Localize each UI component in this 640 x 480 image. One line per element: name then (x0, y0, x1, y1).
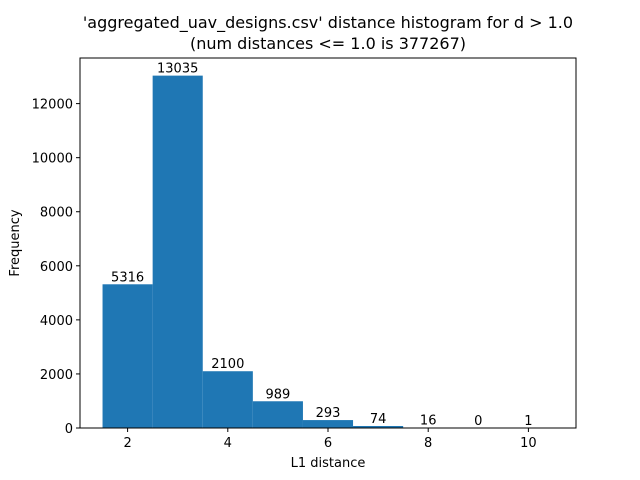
y-tick-label: 12000 (32, 98, 73, 113)
y-tick-label: 10000 (32, 152, 73, 167)
x-tick-label: 2 (123, 436, 131, 451)
x-tick-label: 10 (520, 436, 537, 451)
x-axis-ticks: 2 4 6 8 10 (123, 428, 537, 451)
y-axis-ticks: 0 2000 4000 6000 8000 10000 12000 (32, 98, 80, 437)
y-tick-label: 2000 (40, 368, 73, 383)
y-tick-label: 4000 (40, 314, 73, 329)
x-tick-label: 6 (324, 436, 332, 451)
histogram-bar (252, 401, 303, 428)
bar-value-label: 13035 (157, 62, 198, 77)
y-tick-label: 6000 (40, 260, 73, 275)
bar-value-label: 16 (420, 414, 437, 429)
data-labels-group: 5316 13035 2100 989 293 74 16 0 1 (111, 62, 532, 429)
bar-value-label: 1 (524, 414, 532, 429)
histogram-bar (202, 371, 253, 428)
x-tick-label: 8 (424, 436, 432, 451)
bar-value-label: 989 (265, 387, 290, 402)
plot-frame (79, 57, 577, 429)
chart-title-line-1: 'aggregated_uav_designs.csv' distance hi… (83, 13, 573, 33)
y-tick-label: 8000 (40, 206, 73, 221)
bar-value-label: 293 (316, 406, 341, 421)
bars-group (102, 75, 554, 428)
histogram-bar (302, 420, 354, 428)
y-tick-label: 0 (65, 422, 73, 437)
x-tick-label: 4 (224, 436, 232, 451)
bar-value-label: 5316 (111, 270, 144, 285)
y-axis-label: Frequency (8, 209, 23, 276)
bar-value-label: 2100 (211, 357, 244, 372)
histogram-bar (152, 75, 203, 428)
histogram-bar (102, 284, 153, 428)
chart-title-line-2: (num distances <= 1.0 is 377267) (190, 34, 466, 53)
bar-value-label: 0 (474, 414, 482, 429)
histogram-bar (353, 425, 404, 428)
bar-value-label: 74 (370, 412, 387, 427)
x-axis-label: L1 distance (291, 456, 366, 471)
